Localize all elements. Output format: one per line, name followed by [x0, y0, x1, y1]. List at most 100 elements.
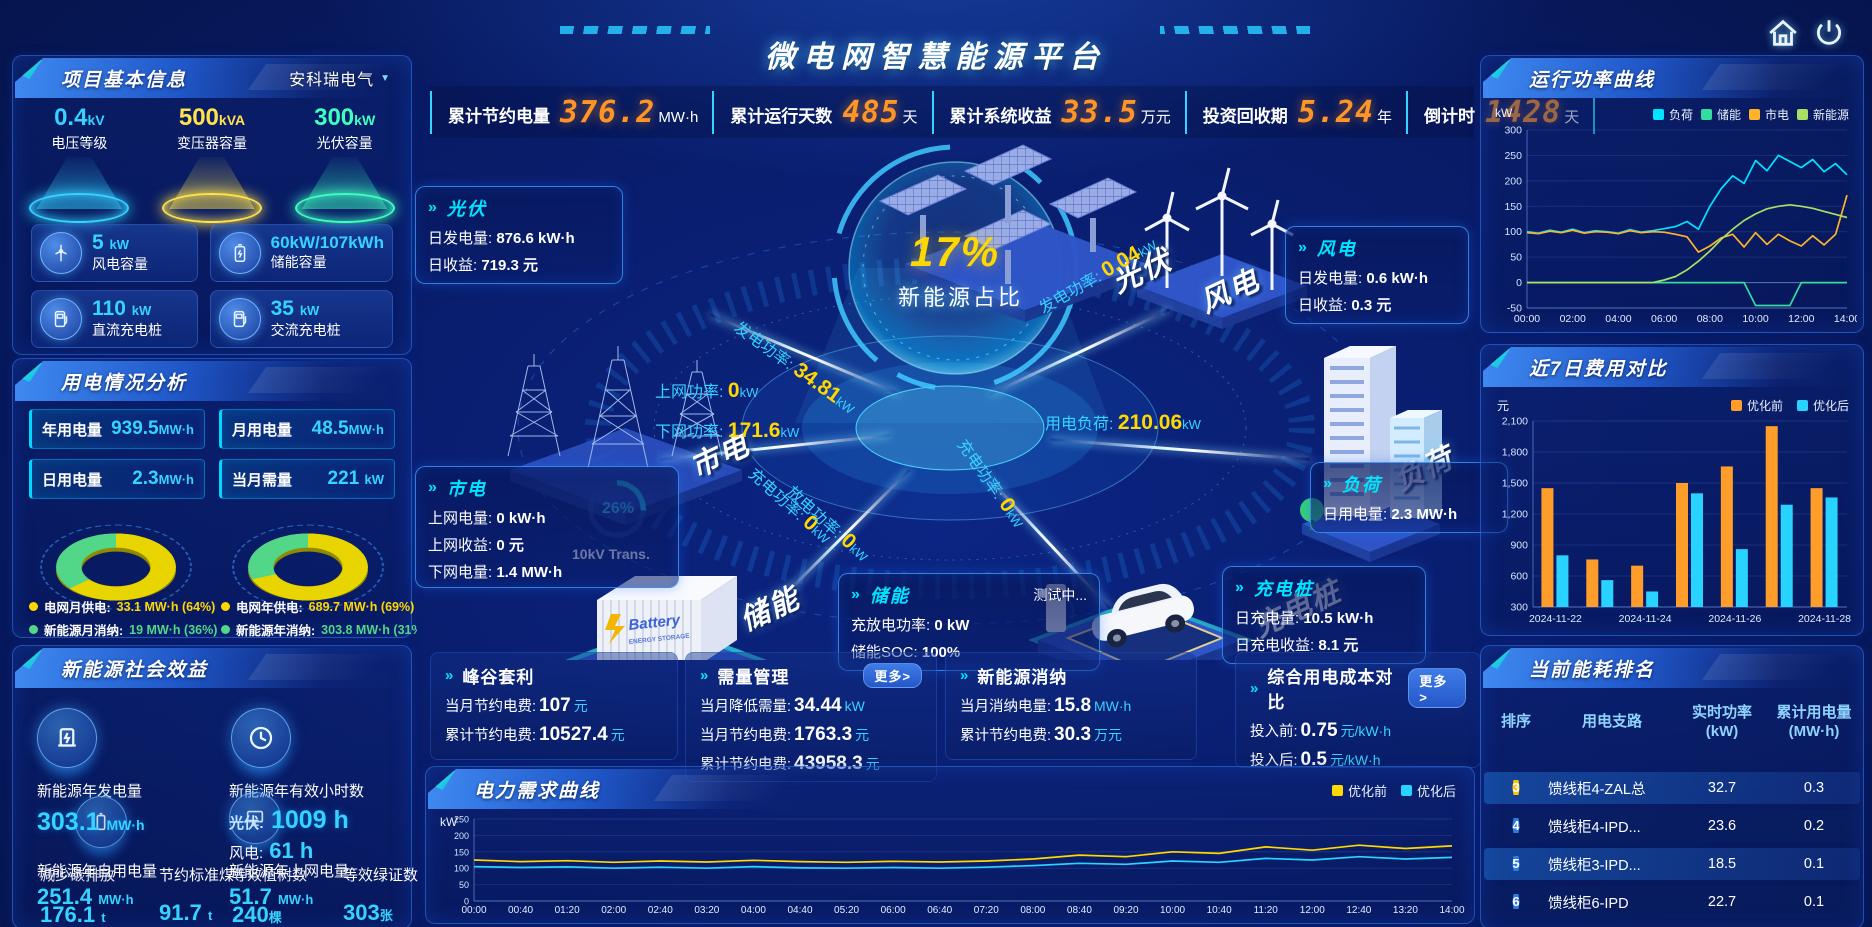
panel-power-curve: 运行功率曲线 kW 负荷 储能 市电 新能源 300 250 200 150 100 50 0 -5… [1480, 55, 1864, 333]
svg-text:14:00: 14:00 [1439, 905, 1464, 916]
kpi-energy-saved: 累计节约电量 376.2 MW·h [430, 90, 712, 134]
svg-text:250: 250 [1504, 150, 1522, 162]
panel-title: 新能源社会效益 [61, 659, 209, 681]
cone-voltage-level: 0.4kV 电压等级 [19, 104, 139, 223]
panel-demand-curve: 电力需求曲线 优化前 优化后 kW 250 200 150 100 50 0 00:00 00:… [425, 766, 1475, 924]
kpi-value: 376.2 [560, 94, 656, 130]
card-demand-mgmt: » 需量管理 更多> 当月降低需量: 34.44 kW 当月节约电费: 1763.3 元 … [685, 652, 937, 782]
panel-cost-header: 近7日费用对比 [1483, 347, 1861, 387]
svg-text:0: 0 [1516, 277, 1522, 289]
demand-y-unit: kW [440, 815, 458, 829]
panel-title: 项目基本信息 [61, 69, 188, 91]
stat-month-usage: 月用电量 48.5MW·h [219, 409, 395, 449]
svg-text:08:00: 08:00 [1020, 905, 1045, 916]
svg-text:2,100: 2,100 [1502, 416, 1528, 428]
panel-power-header: 运行功率曲线 [1483, 58, 1861, 98]
more-button[interactable]: 更多> [1408, 668, 1466, 708]
rank-badge: 3 [1512, 780, 1520, 795]
grid-info-box: » 市电 上网电量: 0 kW·h 上网收益: 0 元 下网电量: 1.4 MW·… [415, 466, 679, 588]
svg-text:600: 600 [1510, 571, 1528, 583]
donut-month-chart [31, 501, 201, 610]
storage-asset: Battery ENERGY STORAGE [565, 576, 767, 660]
svg-text:12:00: 12:00 [1788, 313, 1814, 325]
table-row[interactable]: 5 馈线柜3-IPD... 18.5 0.1 [1484, 848, 1860, 880]
cost-chart: 2,100 1,800 1,500 1,200 900 600 300 2024-11-22 2… [1485, 415, 1857, 627]
svg-text:00:40: 00:40 [508, 905, 533, 916]
cost-legend: 优化前 优化后 [1730, 397, 1849, 414]
panel-project-info: 项目基本信息 安科瑞电气 ▼ 0.4kV 电压等级 500kVA 变压器容量 3… [12, 55, 412, 355]
panel-cost-compare: 近7日费用对比 元 优化前 优化后 2,100 1,800 1,500 1,200 900… [1480, 344, 1864, 636]
wind-turbine-icon [40, 232, 82, 274]
svg-text:150: 150 [1504, 201, 1522, 213]
svg-text:200: 200 [1504, 175, 1522, 187]
cone-label: 变压器容量 [176, 135, 247, 151]
svg-text:10:00: 10:00 [1160, 905, 1185, 916]
kpi-unit: MW·h [658, 108, 699, 126]
svg-text:10:00: 10:00 [1742, 313, 1768, 325]
wind-info-box: » 风电 日发电量: 0.6 kW·h 日收益: 0.3 元 [1285, 226, 1469, 324]
svg-text:1,500: 1,500 [1502, 478, 1528, 490]
legend-item[interactable]: 新能源 [1796, 106, 1849, 123]
chevron-right-icon: » [851, 586, 862, 603]
legend-swatch [1796, 109, 1808, 120]
home-icon[interactable] [1766, 16, 1800, 50]
kpi-unit: 万元 [1140, 108, 1171, 126]
power-icon[interactable] [1812, 16, 1846, 50]
table-row[interactable]: 3 馈线柜4-ZAL总 32.7 0.3 [1484, 772, 1860, 804]
cone-label: 光伏容量 [316, 135, 373, 151]
legend-item[interactable]: 储能 [1700, 106, 1741, 123]
table-row[interactable]: 6 馈线柜6-IPD 22.7 0.1 [1484, 886, 1860, 918]
svg-text:03:20: 03:20 [694, 905, 719, 916]
panel-title: 电力需求曲线 [474, 780, 601, 802]
capacity-tiles: 5 kW 风电容量 60kW/107kWh 储能容量 110 kW 直流充电桩 [31, 224, 393, 348]
renewable-share-label: 新能源占比 [898, 285, 1024, 310]
svg-text:05:20: 05:20 [834, 905, 859, 916]
legend-item[interactable]: 市电 [1748, 106, 1789, 123]
card-renewable-consumption: » 新能源消纳 当月消纳电量: 15.8 MW·h 累计节约电费: 30.3 万元 [945, 652, 1197, 760]
svg-text:150: 150 [454, 847, 469, 857]
generator-icon [37, 708, 97, 768]
cone-pv-capacity: 300kW 光伏容量 [285, 104, 405, 223]
svg-text:2024-11-26: 2024-11-26 [1708, 613, 1761, 625]
tile-dc-charger: 110 kW 直流充电桩 [31, 290, 198, 348]
legend-item[interactable]: 优化后 [1796, 397, 1849, 414]
table-row[interactable]: 4 馈线柜4-IPD... 23.6 0.2 [1484, 810, 1860, 842]
svg-text:12:40: 12:40 [1346, 905, 1371, 916]
pv-monitor-icon [229, 792, 281, 844]
power-legend: 负荷 储能 市电 新能源 [1652, 106, 1849, 123]
header-decoration-right [1160, 26, 1310, 34]
pv-asset [878, 144, 1147, 322]
svg-text:300: 300 [1510, 602, 1528, 614]
kpi-total-revenue: 累计系统收益 33.5 万元 [931, 90, 1185, 134]
panel-usage-header: 用电情况分析 [15, 361, 409, 401]
co2-label: 减少碳排放 [40, 867, 116, 884]
legend-item[interactable]: 负荷 [1652, 106, 1693, 123]
cone-transformer-capacity: 500kVA 变压器容量 [152, 104, 272, 223]
company-dropdown-value: 安科瑞电气 [289, 72, 375, 89]
company-dropdown[interactable]: 安科瑞电气 ▼ [289, 66, 391, 90]
legend-item[interactable]: 优化前 [1331, 781, 1387, 800]
legend-swatch [1700, 109, 1712, 120]
header-decoration-left [560, 26, 710, 34]
svg-text:50: 50 [1510, 252, 1522, 264]
panel-ranking-header: 当前能耗排名 [1483, 648, 1861, 688]
tree-label: 等效植树数 [232, 867, 308, 884]
kpi-payback-period: 投资回收期 5.24 年 [1184, 90, 1406, 134]
light-beam [301, 157, 388, 209]
chevron-down-icon: ▼ [380, 72, 391, 84]
grid-up-flow-label: 上网功率: 0kW [655, 379, 759, 402]
panel-title: 当前能耗排名 [1529, 659, 1656, 681]
rank-badge: 5 [1512, 856, 1520, 871]
capacity-cones: 0.4kV 电压等级 500kVA 变压器容量 300kW 光伏容量 [13, 104, 411, 223]
legend-item[interactable]: 优化后 [1400, 781, 1456, 800]
svg-text:12:00: 12:00 [1300, 905, 1325, 916]
renewable-share-value: 17% [910, 228, 1001, 275]
light-beam [168, 157, 255, 209]
more-button[interactable]: 更多> [863, 663, 922, 688]
kpi-days-running: 累计运行天数 485 天 [712, 90, 931, 134]
card-cost-comparison: » 综合用电成本对比 更多> 投入前: 0.75 元/kW·h 投入后: 0.5 元/kW… [1235, 652, 1481, 770]
svg-text:2024-11-28: 2024-11-28 [1798, 613, 1851, 625]
legend-item[interactable]: 优化前 [1730, 397, 1783, 414]
kpi-value: 485 [842, 94, 900, 130]
